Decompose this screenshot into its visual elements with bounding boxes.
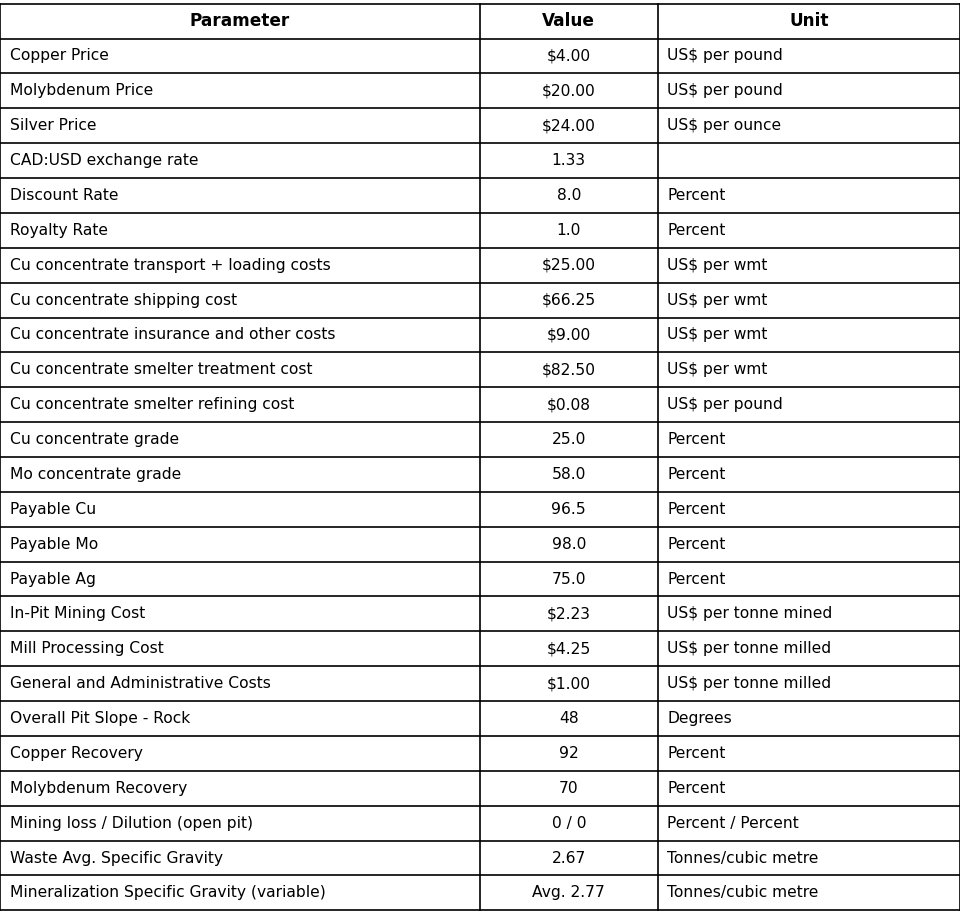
- Text: US$ per pound: US$ per pound: [667, 83, 783, 99]
- Text: Percent: Percent: [667, 467, 726, 482]
- Text: Discount Rate: Discount Rate: [10, 188, 118, 203]
- Text: Avg. 2.77: Avg. 2.77: [533, 886, 605, 900]
- Text: $2.23: $2.23: [547, 606, 590, 622]
- Text: Percent: Percent: [667, 223, 726, 238]
- Text: 1.0: 1.0: [557, 223, 581, 238]
- Text: Percent: Percent: [667, 188, 726, 203]
- Text: US$ per pound: US$ per pound: [667, 48, 783, 63]
- Text: CAD:USD exchange rate: CAD:USD exchange rate: [10, 153, 198, 168]
- Text: Mill Processing Cost: Mill Processing Cost: [10, 642, 163, 656]
- Text: 98.0: 98.0: [552, 537, 586, 552]
- Text: $66.25: $66.25: [541, 292, 596, 308]
- Text: Overall Pit Slope - Rock: Overall Pit Slope - Rock: [10, 711, 190, 726]
- Text: Payable Ag: Payable Ag: [10, 571, 95, 587]
- Text: Percent: Percent: [667, 502, 726, 516]
- Text: Cu concentrate shipping cost: Cu concentrate shipping cost: [10, 292, 237, 308]
- Text: $4.25: $4.25: [546, 642, 591, 656]
- Text: 92: 92: [559, 746, 579, 761]
- Text: Waste Avg. Specific Gravity: Waste Avg. Specific Gravity: [10, 851, 223, 866]
- Text: Payable Cu: Payable Cu: [10, 502, 96, 516]
- Text: Tonnes/cubic metre: Tonnes/cubic metre: [667, 851, 819, 866]
- Text: Cu concentrate smelter treatment cost: Cu concentrate smelter treatment cost: [10, 362, 312, 377]
- Text: US$ per tonne milled: US$ per tonne milled: [667, 676, 831, 691]
- Text: US$ per wmt: US$ per wmt: [667, 292, 768, 308]
- Text: Silver Price: Silver Price: [10, 118, 96, 133]
- Text: 58.0: 58.0: [552, 467, 586, 482]
- Text: Copper Recovery: Copper Recovery: [10, 746, 142, 761]
- Text: Percent / Percent: Percent / Percent: [667, 815, 799, 831]
- Text: 25.0: 25.0: [552, 432, 586, 447]
- Text: 8.0: 8.0: [557, 188, 581, 203]
- Text: 75.0: 75.0: [552, 571, 586, 587]
- Text: Cu concentrate transport + loading costs: Cu concentrate transport + loading costs: [10, 258, 330, 272]
- Text: $82.50: $82.50: [541, 362, 596, 377]
- Text: Percent: Percent: [667, 781, 726, 796]
- Text: $25.00: $25.00: [541, 258, 596, 272]
- Text: Parameter: Parameter: [190, 12, 290, 30]
- Text: 0 / 0: 0 / 0: [552, 815, 586, 831]
- Text: US$ per tonne milled: US$ per tonne milled: [667, 642, 831, 656]
- Text: Percent: Percent: [667, 432, 726, 447]
- Text: $1.00: $1.00: [547, 676, 590, 691]
- Text: 1.33: 1.33: [552, 153, 586, 168]
- Text: US$ per wmt: US$ per wmt: [667, 258, 768, 272]
- Text: In-Pit Mining Cost: In-Pit Mining Cost: [10, 606, 145, 622]
- Text: Percent: Percent: [667, 537, 726, 552]
- Text: Molybdenum Recovery: Molybdenum Recovery: [10, 781, 187, 796]
- Text: Mineralization Specific Gravity (variable): Mineralization Specific Gravity (variabl…: [10, 886, 325, 900]
- Text: US$ per tonne mined: US$ per tonne mined: [667, 606, 832, 622]
- Text: Mo concentrate grade: Mo concentrate grade: [10, 467, 180, 482]
- Text: Degrees: Degrees: [667, 711, 732, 726]
- Text: Unit: Unit: [789, 12, 828, 30]
- Text: 70: 70: [559, 781, 579, 796]
- Text: US$ per wmt: US$ per wmt: [667, 362, 768, 377]
- Text: Value: Value: [542, 12, 595, 30]
- Text: Percent: Percent: [667, 746, 726, 761]
- Text: 48: 48: [559, 711, 579, 726]
- Text: $4.00: $4.00: [547, 48, 590, 63]
- Text: Cu concentrate insurance and other costs: Cu concentrate insurance and other costs: [10, 327, 335, 343]
- Text: $0.08: $0.08: [547, 398, 590, 412]
- Text: $9.00: $9.00: [546, 327, 591, 343]
- Text: $20.00: $20.00: [542, 83, 595, 99]
- Text: Tonnes/cubic metre: Tonnes/cubic metre: [667, 886, 819, 900]
- Text: Copper Price: Copper Price: [10, 48, 108, 63]
- Text: 2.67: 2.67: [552, 851, 586, 866]
- Text: Payable Mo: Payable Mo: [10, 537, 98, 552]
- Text: General and Administrative Costs: General and Administrative Costs: [10, 676, 271, 691]
- Text: US$ per pound: US$ per pound: [667, 398, 783, 412]
- Text: Mining loss / Dilution (open pit): Mining loss / Dilution (open pit): [10, 815, 252, 831]
- Text: Percent: Percent: [667, 571, 726, 587]
- Text: $24.00: $24.00: [541, 118, 596, 133]
- Text: US$ per wmt: US$ per wmt: [667, 327, 768, 343]
- Text: US$ per ounce: US$ per ounce: [667, 118, 781, 133]
- Text: Royalty Rate: Royalty Rate: [10, 223, 108, 238]
- Text: Molybdenum Price: Molybdenum Price: [10, 83, 153, 99]
- Text: Cu concentrate smelter refining cost: Cu concentrate smelter refining cost: [10, 398, 294, 412]
- Text: Cu concentrate grade: Cu concentrate grade: [10, 432, 179, 447]
- Text: 96.5: 96.5: [551, 502, 587, 516]
